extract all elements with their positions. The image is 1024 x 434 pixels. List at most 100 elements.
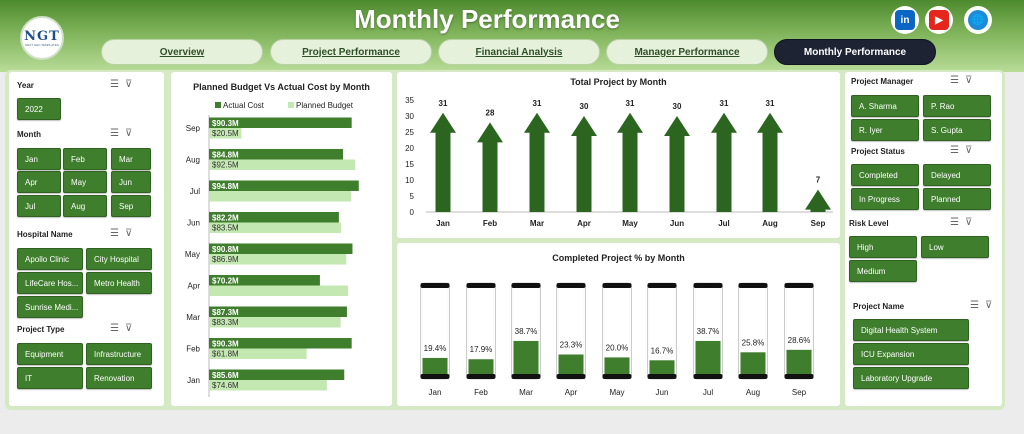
tab-overview[interactable]: Overview [101, 39, 263, 65]
tube-cap-top [647, 283, 677, 288]
bar-actual-cost [209, 117, 352, 128]
budget-y-tick: Mar [186, 313, 200, 322]
slicer-item[interactable]: Feb [63, 148, 107, 170]
linkedin-icon[interactable]: in [891, 6, 919, 34]
slicer-item[interactable]: Digital Health System [853, 319, 969, 341]
multi-select-icon[interactable]: ☰ [950, 217, 965, 228]
slicer-item[interactable]: Laboratory Upgrade [853, 367, 969, 389]
slicer-item[interactable]: Jul [17, 195, 61, 217]
multi-select-icon[interactable]: ☰ [970, 300, 985, 311]
project-arrow-bar [617, 112, 643, 212]
clear-filter-icon[interactable]: ⊽ [964, 75, 979, 86]
tab-financial-analysis[interactable]: Financial Analysis [438, 39, 600, 65]
planned-budget-label: $20.5M [212, 129, 239, 138]
planned-budget-label: $83.5M [212, 224, 239, 233]
slicer-item[interactable]: In Progress [851, 188, 919, 210]
clear-filter-icon[interactable]: ⊽ [124, 79, 139, 90]
slicer-item[interactable]: LifeCare Hos... [17, 272, 83, 294]
slicer-item[interactable]: P. Rao [923, 95, 991, 117]
clear-filter-icon[interactable]: ⊽ [964, 217, 979, 228]
clear-filter-icon[interactable]: ⊽ [124, 228, 139, 239]
multi-select-icon[interactable]: ☰ [110, 323, 125, 334]
globe-icon[interactable]: 🌐 [964, 6, 992, 34]
slicer-item[interactable]: R. Iyer [851, 119, 919, 141]
multi-select-icon[interactable]: ☰ [110, 79, 125, 90]
slicer-item[interactable]: Sunrise Medi... [17, 296, 83, 318]
slicer-item[interactable]: Low [921, 236, 989, 258]
project-count-label: 31 [626, 99, 635, 108]
slicer-item[interactable]: Aug [63, 195, 107, 217]
completion-fill [740, 352, 766, 375]
multi-select-icon[interactable]: ☰ [110, 228, 125, 239]
completion-x-tick: Jan [429, 388, 442, 397]
tab-monthly-performance[interactable]: Monthly Performance [774, 39, 936, 65]
multi-select-icon[interactable]: ☰ [110, 128, 125, 139]
bar-planned-budget [209, 222, 341, 233]
slicer-item[interactable]: Equipment [17, 343, 83, 365]
actual-cost-label: $94.8M [212, 182, 239, 191]
planned-budget-label: $74.6M [212, 381, 239, 390]
slicer-item[interactable]: Metro Health [86, 272, 152, 294]
slicer-item[interactable]: Apollo Clinic [17, 248, 83, 270]
tube-cap-top [784, 283, 814, 288]
slicer-item[interactable]: Mar [111, 148, 151, 170]
slicer-item[interactable]: 2022 [17, 98, 61, 120]
completion-fill [422, 357, 448, 375]
project-count-label: 31 [439, 99, 448, 108]
slicer-item[interactable]: City Hospital [86, 248, 152, 270]
slicer-item[interactable]: Jun [111, 171, 151, 193]
youtube-icon[interactable]: ▶ [925, 6, 953, 34]
completion-x-tick: May [609, 388, 624, 397]
clear-filter-icon[interactable]: ⊽ [124, 323, 139, 334]
slicer-item[interactable]: Medium [849, 260, 917, 282]
projects-x-tick: Mar [530, 219, 544, 228]
completion-fill [513, 340, 539, 375]
completion-fill [558, 354, 584, 375]
budget-y-tick: Jun [187, 219, 200, 228]
slicer-item[interactable]: Delayed [923, 164, 991, 186]
slicer-item[interactable]: Infrastructure [86, 343, 152, 365]
slicer-item[interactable]: A. Sharma [851, 95, 919, 117]
projects-y-tick: 5 [410, 192, 415, 201]
completion-label: 23.3% [560, 340, 583, 349]
slicer-item[interactable]: Planned [923, 188, 991, 210]
projects-x-tick: Feb [483, 219, 497, 228]
projects-x-tick: Sep [811, 219, 826, 228]
bar-actual-cost [209, 338, 352, 349]
slicer-item[interactable]: Completed [851, 164, 919, 186]
planned-budget-label: $92.5M [212, 161, 239, 170]
tube-cap-top [420, 283, 450, 288]
clear-filter-icon[interactable]: ⊽ [124, 128, 139, 139]
projects-x-tick: Jun [670, 219, 684, 228]
project-arrow-bar [757, 112, 783, 212]
slicer-item[interactable]: Apr [17, 171, 61, 193]
slicer-item[interactable]: ICU Expansion [853, 343, 969, 365]
actual-cost-label: $70.2M [212, 277, 239, 286]
slicer-item[interactable]: S. Gupta [923, 119, 991, 141]
tab-manager-performance[interactable]: Manager Performance [606, 39, 768, 65]
projects-y-tick: 0 [410, 208, 415, 217]
multi-select-icon[interactable]: ☰ [950, 75, 965, 86]
slicer-item[interactable]: Jan [17, 148, 61, 170]
slicer-item[interactable]: Sep [111, 195, 151, 217]
planned-budget-label: $83.3M [212, 318, 239, 327]
slicer-item[interactable]: High [849, 236, 917, 258]
bar-planned-budget [209, 128, 242, 139]
tab-project-performance[interactable]: Project Performance [270, 39, 432, 65]
slicer-item[interactable]: May [63, 171, 107, 193]
completion-fill [468, 359, 494, 375]
clear-filter-icon[interactable]: ⊽ [964, 145, 979, 156]
project-arrow-bar [430, 112, 456, 212]
budget-legend: Actual Cost Planned Budget [215, 101, 354, 110]
multi-select-icon[interactable]: ☰ [950, 145, 965, 156]
bar-actual-cost [209, 180, 359, 191]
bar-actual-cost [209, 275, 320, 286]
slicer-item[interactable]: IT [17, 367, 83, 389]
tube-cap-top [511, 283, 541, 288]
legend-swatch-planned [288, 102, 294, 108]
clear-filter-icon[interactable]: ⊽ [984, 300, 999, 311]
slicer-item[interactable]: Renovation [86, 367, 152, 389]
completion-label: 25.8% [742, 338, 765, 347]
completion-fill [786, 349, 812, 375]
completion-label: 20.0% [606, 343, 629, 352]
